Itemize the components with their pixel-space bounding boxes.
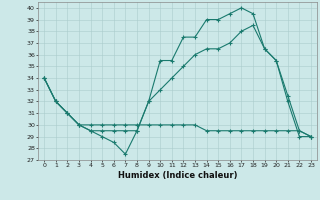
X-axis label: Humidex (Indice chaleur): Humidex (Indice chaleur) <box>118 171 237 180</box>
